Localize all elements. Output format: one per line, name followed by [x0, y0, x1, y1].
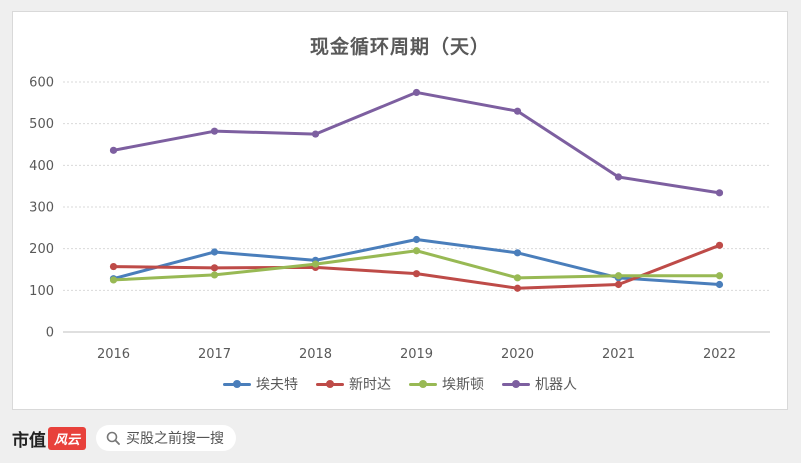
data-point: [614, 280, 623, 289]
x-tick-label: 2018: [299, 347, 332, 362]
data-point: [412, 88, 421, 97]
data-point: [412, 247, 421, 255]
legend-label: 机器人: [535, 377, 577, 393]
data-point: [412, 235, 421, 244]
data-point: [210, 271, 219, 279]
data-point: [412, 270, 421, 278]
legend-label: 埃夫特: [256, 377, 298, 393]
legend-swatch: [316, 379, 344, 389]
x-tick-label: 2020: [501, 347, 534, 362]
data-point: [715, 272, 724, 280]
x-tick-label: 2016: [97, 347, 130, 362]
legend-item-2: 新时达: [316, 374, 391, 394]
y-tick-label: 400: [29, 159, 54, 174]
data-point: [513, 274, 522, 282]
y-tick-label: 600: [29, 76, 54, 91]
data-point: [210, 264, 219, 272]
chart-card: 现金循环周期（天） 0 100 200 300 400 500 600 2016 2017 201…: [12, 11, 788, 410]
data-point: [715, 280, 724, 289]
series-line-4: [112, 90, 721, 195]
brand-logo: 市值 风云: [12, 426, 87, 451]
legend-item-4: 机器人: [502, 374, 577, 394]
y-tick-label: 300: [29, 201, 54, 216]
chart-title: 现金循环周期（天）: [309, 36, 490, 58]
search-icon: [106, 431, 120, 445]
brand-name: 市值: [12, 430, 46, 451]
data-point: [715, 189, 724, 197]
data-point: [109, 146, 118, 154]
x-tick-label: 2022: [703, 347, 736, 362]
data-point: [614, 173, 623, 181]
data-point: [513, 107, 522, 115]
legend-label: 新时达: [349, 377, 391, 393]
x-tick-label: 2017: [198, 347, 231, 362]
legend-swatch: [409, 379, 437, 389]
legend-swatch: [223, 379, 251, 389]
footer-bar: 市值 风云 买股之前搜一搜: [12, 425, 237, 451]
legend-item-3: 埃斯顿: [409, 374, 484, 394]
y-tick-label: 500: [29, 117, 54, 132]
brand-badge: 风云: [48, 426, 87, 450]
data-point: [513, 284, 522, 292]
data-point: [614, 272, 623, 280]
data-point: [513, 249, 522, 257]
data-point: [311, 260, 320, 268]
data-point: [109, 276, 118, 284]
y-tick-label: 0: [46, 326, 54, 341]
data-point: [311, 130, 320, 138]
series-line-1: [112, 238, 721, 286]
y-tick-label: 200: [29, 242, 54, 257]
legend-item-1: 埃夫特: [223, 374, 298, 394]
search-text: 买股之前搜一搜: [126, 431, 225, 447]
x-tick-label: 2019: [400, 347, 433, 362]
data-point: [109, 262, 118, 271]
data-point: [715, 241, 724, 249]
chart-legend: 埃夫特 新时达 埃斯顿 机器人: [13, 374, 787, 394]
data-point: [210, 248, 219, 256]
y-tick-label: 100: [29, 284, 54, 299]
x-tick-label: 2021: [602, 347, 635, 362]
search-box[interactable]: 买股之前搜一搜: [96, 425, 237, 451]
legend-label: 埃斯顿: [442, 377, 484, 393]
line-chart: 0 100 200 300 400 500 600 2016 2017 2018 2019 2020 2…: [29, 76, 770, 362]
data-point: [210, 127, 219, 135]
legend-swatch: [502, 379, 530, 389]
